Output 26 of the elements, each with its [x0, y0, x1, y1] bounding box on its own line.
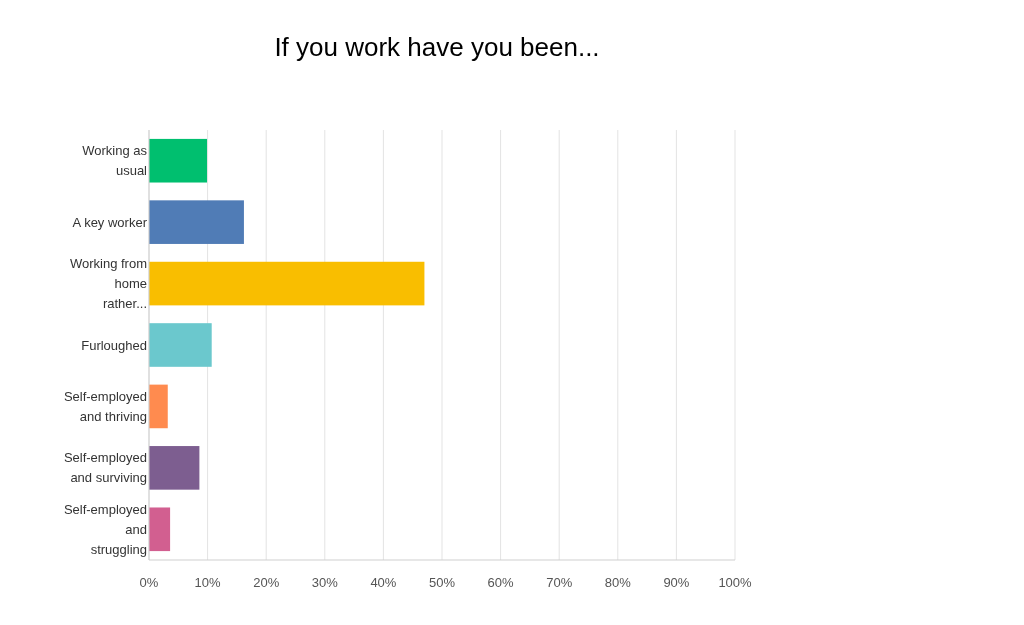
y-tick-label: Working as usual	[82, 143, 148, 179]
x-tick-label: 100%	[718, 575, 753, 590]
bar	[149, 507, 171, 552]
x-tick-label: 10%	[194, 575, 222, 590]
y-tick-label: Self-employed and surviving	[63, 450, 147, 486]
bar	[149, 200, 244, 244]
x-tick-label: 50%	[428, 575, 456, 590]
y-tick-label: Working from home rather...	[69, 256, 147, 312]
x-tick-label: 30%	[311, 575, 339, 590]
x-tick-label: 60%	[487, 575, 515, 590]
x-tick-label: 80%	[604, 575, 632, 590]
bar	[149, 138, 208, 183]
y-tick-label: Self-employed and thriving	[63, 388, 147, 424]
x-tick-label: 70%	[546, 575, 573, 590]
y-tick-label: Self-employed and struggling	[63, 501, 147, 557]
bar	[149, 384, 168, 429]
x-tick-label: 0%	[139, 575, 159, 590]
bar	[149, 446, 200, 490]
y-tick-label: Furloughed	[81, 337, 147, 353]
bar	[149, 323, 212, 367]
x-tick-label: 40%	[370, 575, 397, 590]
x-tick-label: 20%	[253, 575, 280, 590]
bar	[149, 261, 425, 306]
chart-title: If you work have you been...	[274, 32, 600, 62]
y-tick-label: A key worker	[72, 214, 148, 230]
x-tick-label: 90%	[663, 575, 690, 590]
